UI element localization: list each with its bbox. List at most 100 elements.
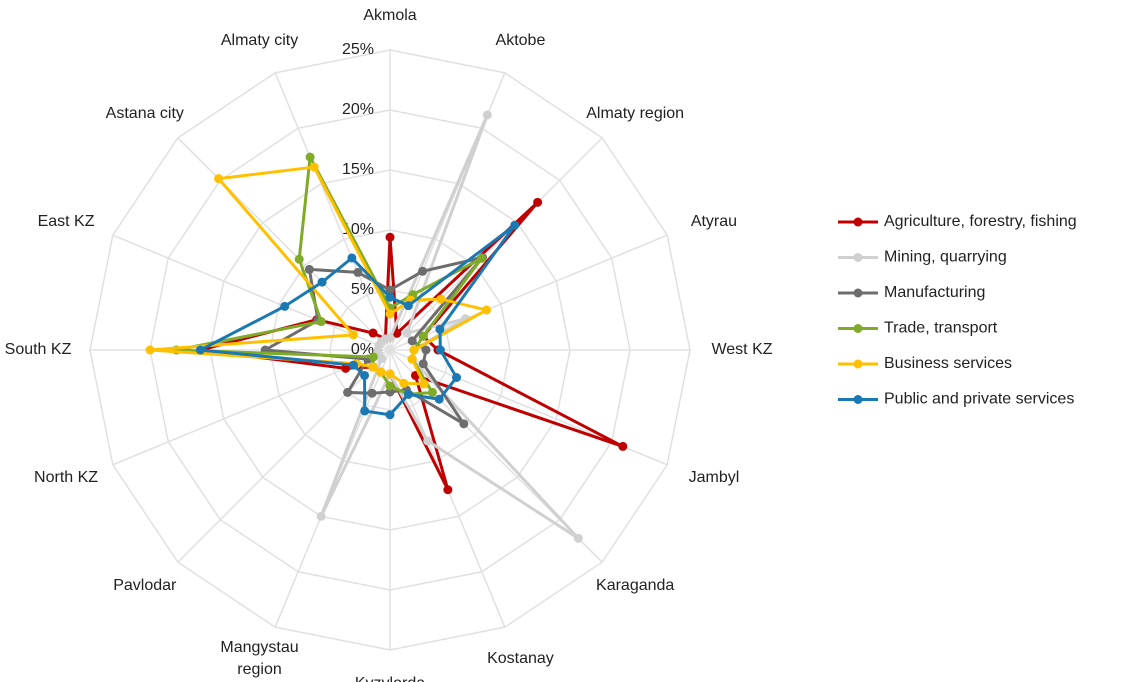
spoke bbox=[177, 137, 391, 351]
series-line bbox=[319, 114, 580, 540]
category-label: Kostanay bbox=[487, 649, 554, 667]
point bbox=[214, 174, 224, 184]
category-label: West KZ bbox=[711, 341, 773, 358]
category-label: Atyrau bbox=[690, 213, 738, 231]
point bbox=[443, 485, 453, 495]
series bbox=[195, 220, 520, 420]
legend-label: Manufacturing bbox=[884, 284, 985, 301]
series bbox=[195, 197, 628, 495]
legend-marker bbox=[853, 395, 863, 404]
legend-marker bbox=[853, 217, 863, 227]
category-label: North KZ bbox=[34, 468, 99, 486]
point bbox=[418, 359, 428, 369]
category-label: Astana city bbox=[105, 104, 184, 122]
legend-label: Public and private services bbox=[884, 391, 1074, 408]
legend-label: Business services bbox=[884, 355, 1012, 372]
point bbox=[385, 285, 395, 295]
point bbox=[385, 381, 395, 391]
point bbox=[195, 345, 205, 355]
point bbox=[403, 389, 413, 399]
r-tick-label: 15% bbox=[342, 161, 374, 178]
point bbox=[402, 328, 412, 338]
point bbox=[452, 373, 462, 383]
legend-label: Agriculture, forestry, fishing bbox=[884, 213, 1077, 230]
spoke bbox=[389, 234, 668, 351]
point bbox=[419, 379, 429, 389]
category-label: Almaty region bbox=[586, 104, 685, 122]
legend-label: Mining, quarrying bbox=[884, 249, 1007, 266]
point bbox=[347, 253, 357, 263]
point bbox=[418, 266, 428, 276]
point bbox=[380, 334, 390, 344]
point bbox=[385, 232, 395, 242]
spoke bbox=[177, 349, 391, 563]
point bbox=[368, 328, 378, 338]
point bbox=[435, 324, 445, 334]
category-label: Akmola bbox=[363, 7, 417, 24]
category-label: Aktobe bbox=[495, 32, 546, 50]
point bbox=[459, 419, 469, 429]
legend-marker bbox=[853, 324, 863, 333]
point bbox=[360, 370, 370, 380]
category-label: Kyzylorda bbox=[340, 673, 440, 682]
r-tick-label: 20% bbox=[342, 101, 374, 118]
r-tick-label: 5% bbox=[351, 281, 374, 298]
point bbox=[423, 436, 433, 446]
point bbox=[348, 360, 358, 370]
point bbox=[316, 511, 326, 521]
point bbox=[376, 367, 386, 377]
point bbox=[418, 331, 428, 341]
spoke bbox=[112, 234, 391, 351]
spoke bbox=[274, 72, 391, 351]
legend-marker bbox=[853, 359, 863, 369]
point bbox=[368, 352, 378, 362]
point bbox=[482, 110, 492, 120]
point bbox=[477, 253, 487, 263]
point bbox=[399, 378, 409, 388]
point bbox=[368, 362, 378, 372]
legend-marker bbox=[853, 288, 863, 298]
point bbox=[421, 345, 431, 355]
r-tick-label: 0% bbox=[351, 341, 374, 358]
point bbox=[343, 387, 353, 397]
point bbox=[573, 533, 583, 543]
point bbox=[304, 264, 314, 274]
point bbox=[305, 152, 315, 162]
point bbox=[403, 301, 413, 311]
point bbox=[353, 267, 363, 277]
category-label: Jambyl bbox=[688, 468, 740, 486]
point bbox=[316, 317, 326, 327]
point bbox=[434, 394, 444, 404]
point bbox=[533, 197, 543, 207]
legend-marker bbox=[853, 253, 863, 262]
point bbox=[407, 354, 417, 364]
point bbox=[317, 277, 327, 287]
point bbox=[309, 162, 319, 172]
r-tick-label: 25% bbox=[342, 41, 374, 58]
point bbox=[385, 410, 395, 420]
point bbox=[436, 294, 446, 304]
point bbox=[360, 406, 370, 416]
category-label: Almaty city bbox=[220, 32, 299, 50]
point bbox=[385, 292, 395, 302]
legend-label: Trade, transport bbox=[884, 320, 998, 337]
category-label: Pavlodar bbox=[113, 577, 177, 595]
point bbox=[341, 363, 351, 373]
category-label: East KZ bbox=[37, 213, 95, 231]
point bbox=[409, 345, 419, 355]
category-label: Mangystau region bbox=[220, 638, 299, 678]
category-label: Karaganda bbox=[596, 577, 675, 595]
point bbox=[385, 369, 395, 379]
point bbox=[510, 220, 520, 230]
point bbox=[294, 254, 304, 264]
spoke bbox=[389, 137, 603, 351]
point bbox=[367, 388, 377, 398]
point bbox=[481, 305, 491, 315]
point bbox=[618, 441, 628, 451]
point bbox=[407, 336, 417, 346]
category-label: South KZ bbox=[4, 341, 72, 358]
point bbox=[435, 345, 445, 355]
point bbox=[280, 301, 290, 311]
